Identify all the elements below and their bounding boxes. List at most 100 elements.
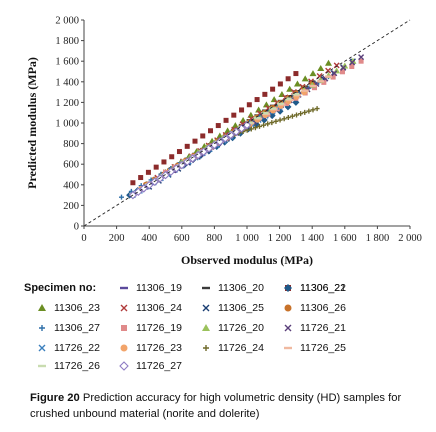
data-point	[253, 116, 261, 120]
caption-text: Prediction accuracy for high volumetric …	[30, 392, 402, 420]
legend-item-11306_20: 11306_20	[200, 282, 264, 294]
legend-marker-icon	[284, 347, 292, 350]
data-point	[330, 74, 336, 80]
legend-marker-icon	[203, 345, 209, 352]
data-point	[292, 92, 300, 96]
data-point	[239, 107, 245, 113]
y-tick-label: 2 000	[55, 16, 79, 27]
legend-item-11306_19: 11306_19	[118, 282, 182, 294]
data-point	[277, 117, 283, 123]
y-tick-label: 0	[74, 222, 79, 233]
data-point	[202, 304, 210, 312]
legend-item-11306_24: 11306_24	[118, 302, 182, 314]
data-point	[294, 112, 300, 118]
data-point	[199, 147, 208, 157]
data-point	[254, 97, 260, 103]
data-point	[301, 89, 309, 92]
legend-title: Specimen no:	[24, 282, 97, 294]
x-tick-label: 400	[141, 233, 157, 244]
data-point	[331, 70, 338, 77]
legend-label: 11726_22	[54, 342, 100, 354]
legend-marker-icon	[202, 304, 210, 312]
data-point	[208, 128, 214, 134]
axes: 0 200 400 600 800 1 000 1 200 1 400 1 600 1 800 2 …	[55, 16, 421, 245]
legend-label: 11306_22	[300, 282, 346, 294]
legend-label: 11306_21	[300, 282, 346, 294]
legend-label: 11726_21	[300, 322, 346, 334]
data-point	[203, 345, 209, 352]
data-point	[145, 169, 151, 175]
data-point	[284, 347, 292, 350]
data-point	[188, 154, 197, 163]
data-point	[276, 102, 284, 105]
y-tick-label: 1 600	[55, 57, 79, 68]
legend-label: 11726_26	[54, 360, 100, 372]
y-tick-label: 1 800	[55, 36, 79, 47]
y-tick-label: 1 200	[55, 98, 79, 109]
y-tick-label: 400	[63, 180, 79, 191]
legend-label: 11306_24	[136, 302, 182, 314]
y-tick-label: 600	[63, 160, 79, 171]
data-point	[215, 123, 221, 129]
data-point	[184, 143, 190, 149]
data-point	[289, 113, 295, 119]
data-point	[317, 80, 325, 83]
legend-label: 11306_20	[218, 282, 264, 294]
legend-marker-icon	[120, 344, 128, 352]
legend-marker-icon	[284, 304, 292, 312]
legend-marker-icon	[38, 344, 46, 352]
figure-caption: Figure 20 Prediction accuracy for high v…	[30, 390, 430, 422]
legend-marker-icon	[121, 325, 127, 332]
legend-item-11306_25: 11306_25	[200, 302, 264, 314]
x-tick-label: 1 800	[366, 233, 390, 244]
legend-label: 11306_26	[300, 302, 346, 314]
data-point	[270, 96, 278, 103]
data-point	[284, 284, 292, 293]
x-tick-label: 0	[81, 233, 86, 244]
data-point	[277, 81, 283, 87]
x-tick-label: 2 000	[398, 233, 422, 244]
legend-label: 11306_23	[54, 302, 100, 314]
legend-marker-icon	[119, 361, 129, 371]
data-point	[285, 76, 291, 82]
legend-item-11726_21: 11726_21	[282, 322, 346, 334]
data-point	[284, 324, 292, 332]
data-point	[204, 144, 214, 153]
data-point	[210, 140, 219, 150]
legend-label: 11726_20	[218, 322, 264, 334]
data-point	[265, 121, 271, 127]
y-tick-label: 200	[63, 201, 79, 212]
data-point	[261, 122, 267, 128]
data-point	[349, 59, 356, 66]
legend-item-11726_26: 11726_26	[36, 360, 100, 372]
data-point	[340, 64, 347, 71]
legend-label: 11726_24	[218, 342, 264, 354]
data-points	[118, 54, 365, 200]
data-point	[256, 123, 262, 129]
legend-marker-icon	[38, 304, 46, 312]
data-point	[231, 112, 237, 118]
y-axis-label: Predicted modulus (MPa)	[25, 57, 39, 189]
data-point	[285, 115, 291, 121]
data-point	[202, 287, 210, 290]
y-tick-label: 1 400	[55, 77, 79, 88]
x-tick-label: 1 000	[235, 233, 259, 244]
data-point	[262, 101, 270, 108]
data-point	[245, 121, 253, 124]
data-point	[293, 71, 299, 77]
series-11306_21	[130, 71, 299, 186]
series-11306_23	[162, 59, 332, 175]
legend-item-11726_24: 11726_24	[200, 342, 264, 354]
data-point	[242, 120, 252, 130]
legend-item-11306_22: 11306_22	[282, 282, 346, 294]
legend-label: 11306_27	[54, 322, 100, 334]
data-point	[325, 59, 332, 66]
y-tick-label: 1 000	[55, 119, 79, 130]
x-tick-label: 1 600	[333, 233, 357, 244]
data-point	[38, 304, 46, 312]
x-axis-label: Observed modulus (MPa)	[181, 253, 313, 267]
data-point	[182, 157, 192, 167]
data-point	[273, 118, 279, 124]
legend-label: 11726_19	[136, 322, 182, 334]
data-point	[202, 324, 210, 332]
